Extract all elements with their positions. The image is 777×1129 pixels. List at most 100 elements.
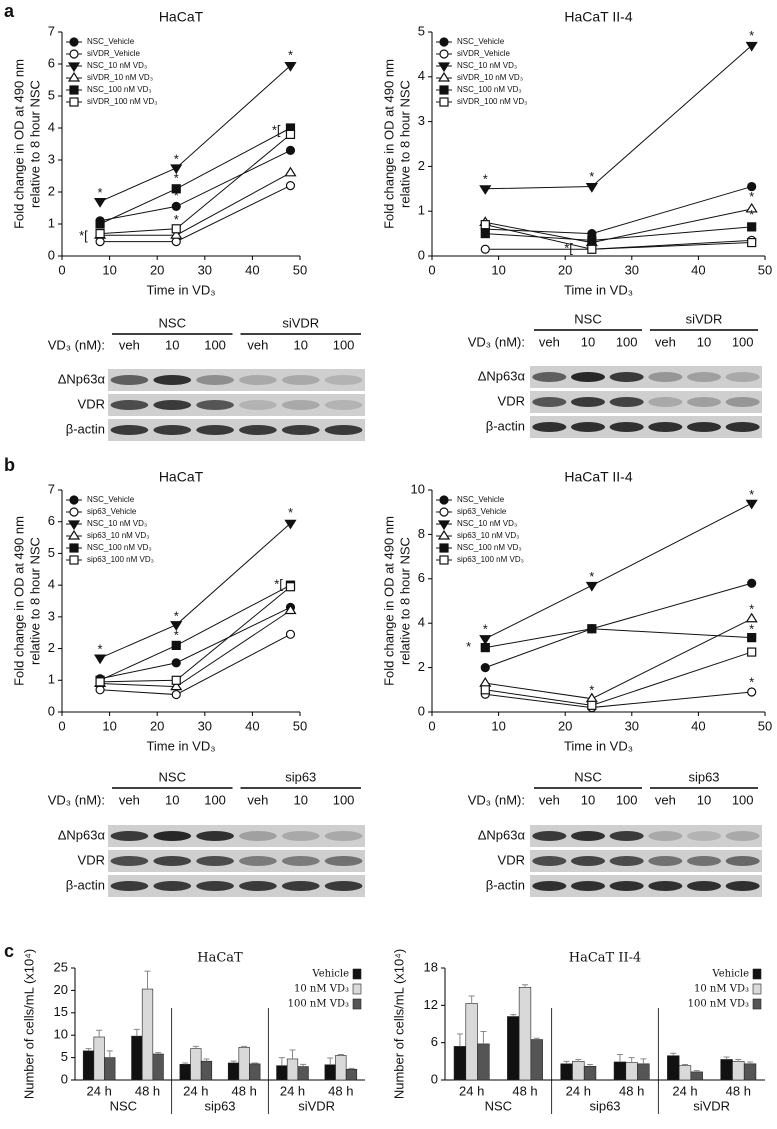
lane-label: 100	[616, 792, 638, 807]
blot-band	[570, 881, 606, 891]
x-tick-label: 0	[58, 262, 65, 277]
lane-label: 10	[581, 334, 595, 349]
blot-band	[110, 375, 149, 385]
y-tick-label: 25	[54, 959, 68, 974]
blot-band	[196, 375, 234, 385]
legend-label: NSC_10 nM VD₃	[87, 61, 147, 70]
blot-band	[725, 831, 760, 841]
blot-band	[648, 881, 683, 891]
marker	[67, 520, 81, 531]
legend-label: NSC_100 nM VD₃	[457, 543, 522, 552]
legend-label: sip63_Vehicle	[457, 507, 507, 516]
annotation: *[	[564, 241, 573, 256]
series-line	[485, 45, 753, 190]
blot-band	[153, 856, 192, 866]
annotation: *	[749, 207, 754, 222]
blot-band	[686, 422, 722, 432]
y-tick-label: 2	[48, 640, 55, 655]
annotation: *	[749, 189, 754, 204]
lane-label: veh	[655, 334, 676, 349]
error-bar	[533, 1037, 540, 1040]
annotation: *	[749, 223, 754, 238]
blot-band	[153, 831, 192, 841]
legend-label: sip63_100 nM VD₃	[87, 555, 154, 564]
x-tick-label: 30	[198, 718, 212, 733]
error-bar	[144, 970, 151, 990]
x-tick-label: 48 h	[232, 1083, 257, 1098]
marker	[747, 633, 757, 643]
blot-strip	[108, 875, 365, 897]
annotation: *	[174, 608, 179, 623]
annotation: *	[589, 569, 594, 584]
x-axis-label: Time in VD₃	[146, 738, 215, 753]
legend-label: siVDR_100 nM VD₃	[457, 97, 527, 106]
y-axis-label: Fold change in OD at 490 nm	[11, 59, 26, 229]
chart-title: HaCaT	[197, 951, 243, 966]
series-line	[100, 610, 291, 688]
blot-group: siVDR	[282, 315, 319, 330]
marker	[587, 700, 597, 710]
marker	[585, 182, 598, 193]
legend-label: siVDR_Vehicle	[457, 49, 510, 58]
group-label: sip63	[589, 1098, 620, 1113]
lane-label: 10	[165, 792, 179, 807]
bar	[732, 1061, 745, 1081]
blot-band	[324, 425, 363, 435]
y-tick-label: 7	[48, 481, 55, 496]
marker	[67, 62, 81, 73]
x-tick-label: 20	[558, 262, 572, 277]
blot-band	[725, 397, 760, 407]
marker	[285, 629, 296, 639]
bar	[613, 1061, 627, 1081]
blot-band	[239, 856, 277, 866]
legend-label: 100 nM VD₃	[688, 999, 749, 1010]
marker	[437, 520, 451, 531]
blot-band	[281, 425, 320, 435]
marker	[284, 166, 297, 177]
blot-band	[196, 856, 234, 866]
error-bar	[133, 1028, 140, 1037]
marker	[284, 604, 297, 615]
legend-label: siVDR_Vehicle	[87, 49, 140, 58]
marker	[69, 97, 79, 107]
x-tick-label: 10	[491, 718, 505, 733]
chart-title: HaCaT II-4	[564, 9, 632, 25]
marker	[439, 85, 449, 95]
blot-band	[532, 856, 567, 866]
y-axis-label: Fold change in OD at 490 nm	[11, 516, 26, 686]
x-tick-label: 10	[491, 262, 505, 277]
annotation: *	[466, 639, 471, 654]
legend-label: sip63_10 nM VD₃	[87, 531, 149, 540]
x-tick-label: 0	[428, 262, 435, 277]
y-tick-label: 6	[48, 513, 55, 528]
marker	[170, 680, 183, 691]
bar	[507, 1016, 520, 1081]
blot-group: sip63	[688, 769, 719, 784]
blot-band	[153, 375, 192, 385]
bar	[276, 1065, 288, 1081]
bar	[690, 1071, 703, 1081]
blot-row-label: VDR	[498, 852, 525, 867]
x-tick-label: 48 h	[726, 1083, 751, 1098]
annotation: *	[174, 151, 179, 166]
annotation: *	[749, 601, 754, 616]
blot-band	[239, 400, 277, 410]
y-tick-label: 8	[418, 526, 425, 541]
blot-band	[570, 397, 606, 407]
bar	[720, 1059, 733, 1081]
marker	[69, 495, 79, 505]
x-tick-label: 48 h	[512, 1083, 537, 1098]
blot-band	[281, 375, 320, 385]
blot-band	[609, 422, 644, 432]
marker	[95, 677, 105, 687]
y-tick-label: 4	[48, 577, 55, 592]
y-tick-label: 5	[61, 1049, 68, 1064]
bar	[583, 1066, 597, 1081]
blot-band	[324, 856, 363, 866]
legend-label: sip63_100 nM VD₃	[457, 555, 524, 564]
series-line	[99, 606, 291, 680]
marker	[171, 224, 181, 234]
lane-label: 100	[333, 792, 355, 807]
marker	[480, 662, 490, 673]
chart-title: HaCaT	[159, 9, 204, 25]
